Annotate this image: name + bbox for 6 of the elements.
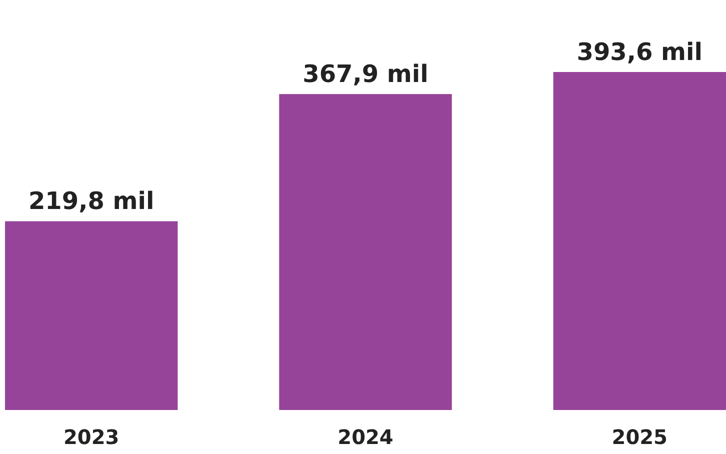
data-label: 367,9 mil (302, 60, 428, 88)
x-tick-label: 2024 (338, 425, 394, 449)
data-label: 393,6 mil (576, 38, 703, 66)
x-tick-label: 2025 (612, 425, 668, 449)
data-label: 219,8 mil (28, 187, 154, 216)
x-tick-label: 2023 (64, 425, 120, 449)
